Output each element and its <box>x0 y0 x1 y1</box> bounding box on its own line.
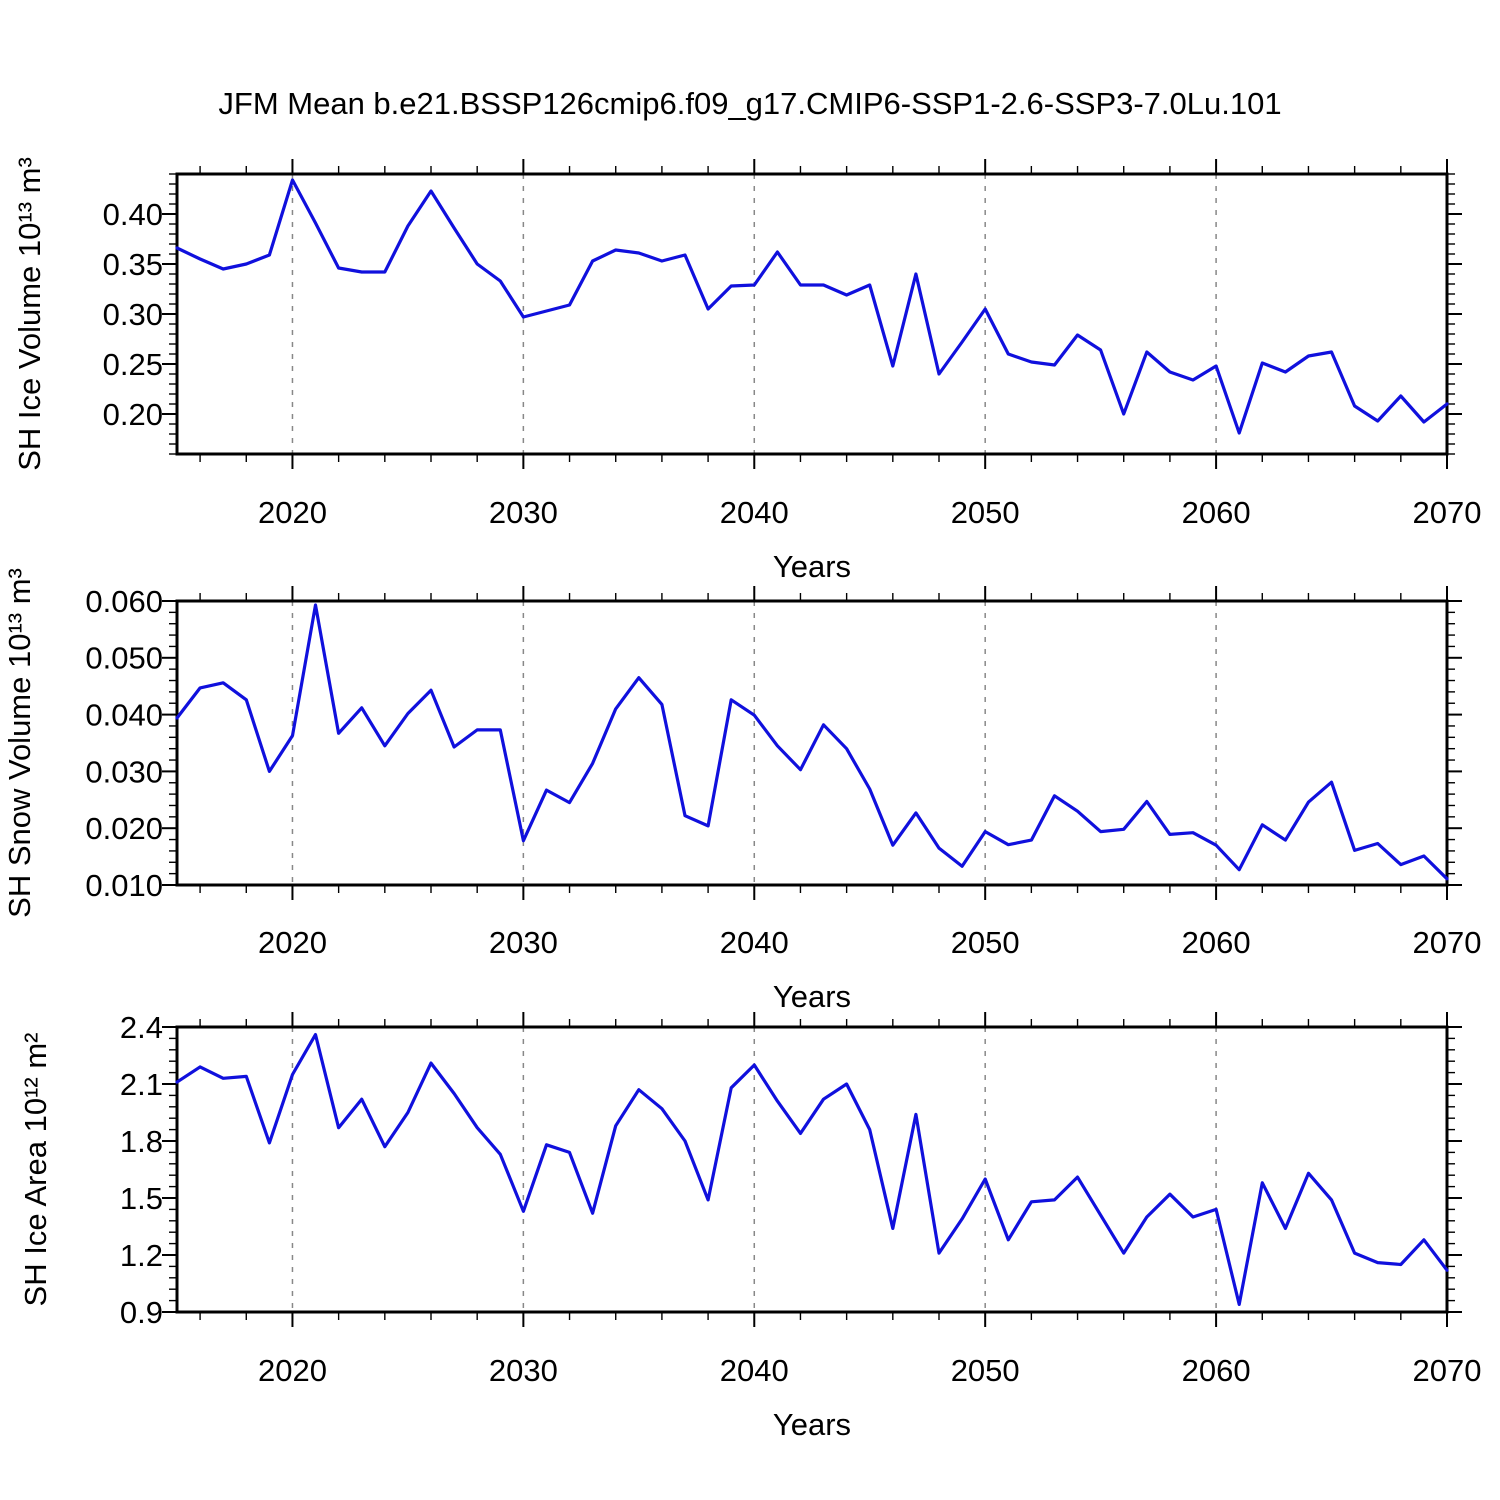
x-axis-label: Years <box>773 979 851 1014</box>
sh-snow-volume-line <box>175 603 1449 881</box>
y-tick-label: 0.050 <box>85 641 163 676</box>
panel-sh-ice-volume: 0.20 0.25 0.30 0.35 0.40 2020 2030 2040 2050 2060… <box>12 157 1481 584</box>
y-tick-label: 1.2 <box>120 1238 163 1273</box>
y-tick-label: 0.060 <box>85 584 163 619</box>
y-tick-label: 0.25 <box>103 347 163 382</box>
y-axis-label: SH Ice Area 10¹² m² <box>18 1033 53 1307</box>
plot-box <box>175 172 1449 456</box>
y-tick-label: 0.30 <box>103 297 163 332</box>
x-axis-label: Years <box>773 549 851 584</box>
y-tick-label: 0.35 <box>103 247 163 282</box>
x-tick-label: 2070 <box>1413 925 1482 960</box>
x-tick-label: 2060 <box>1182 925 1251 960</box>
x-tick-label: 2030 <box>489 1353 558 1388</box>
y-tick-label: 0.030 <box>85 754 163 789</box>
y-tick-label: 1.8 <box>120 1124 163 1159</box>
x-tick-label: 2020 <box>258 495 327 530</box>
x-tick-label: 2070 <box>1413 495 1482 530</box>
y-tick-label: 0.20 <box>103 397 163 432</box>
x-tick-label: 2030 <box>489 495 558 530</box>
x-tick-label: 2040 <box>720 495 789 530</box>
x-tick-label: 2040 <box>720 1353 789 1388</box>
y-tick-label: 0.9 <box>120 1295 163 1330</box>
chart-title: JFM Mean b.e21.BSSP126cmip6.f09_g17.CMIP… <box>218 86 1282 121</box>
y-tick-label: 2.4 <box>120 1010 163 1045</box>
y-axis-label: SH Ice Volume 10¹³ m³ <box>12 157 47 471</box>
x-tick-label: 2020 <box>258 925 327 960</box>
x-tick-label: 2050 <box>951 1353 1020 1388</box>
x-tick-label: 2070 <box>1413 1353 1482 1388</box>
x-tick-label: 2050 <box>951 925 1020 960</box>
panel-sh-ice-area: 0.9 1.2 1.5 1.8 2.1 2.4 2020 2030 2040 2050 2060 20… <box>18 1010 1481 1442</box>
y-tick-label: 0.020 <box>85 811 163 846</box>
plot-box <box>175 1025 1449 1314</box>
y-tick-label: 0.040 <box>85 697 163 732</box>
y-tick-label: 2.1 <box>120 1067 163 1102</box>
y-axis-label: SH Snow Volume 10¹³ m³ <box>2 568 37 918</box>
plot-box <box>175 599 1449 887</box>
x-tick-label: 2050 <box>951 495 1020 530</box>
x-tick-label: 2060 <box>1182 1353 1251 1388</box>
sh-ice-area-line <box>175 1032 1449 1307</box>
y-tick-label: 0.40 <box>103 197 163 232</box>
x-tick-label: 2030 <box>489 925 558 960</box>
panel-sh-snow-volume: 0.010 0.020 0.030 0.040 0.050 0.060 2020 2030 20… <box>2 568 1481 1014</box>
y-tick-label: 0.010 <box>85 868 163 903</box>
x-axis-label: Years <box>773 1407 851 1442</box>
sh-ice-volume-line <box>175 178 1449 435</box>
x-tick-label: 2040 <box>720 925 789 960</box>
x-tick-label: 2020 <box>258 1353 327 1388</box>
x-tick-label: 2060 <box>1182 495 1251 530</box>
y-tick-label: 1.5 <box>120 1181 163 1216</box>
